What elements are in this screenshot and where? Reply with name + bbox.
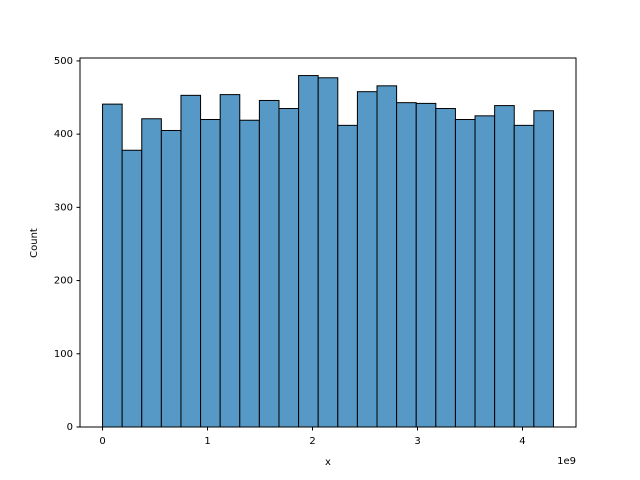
bar [102,103,123,428]
y-tick-label: 500 [54,56,73,67]
y-tick-label: 400 [54,129,73,140]
bar [121,149,143,428]
x-offset-text: 1e9 [557,456,576,467]
x-tick-label: 1 [204,436,210,447]
bar [200,119,221,428]
x-tick-label: 4 [519,436,525,447]
y-tick-label: 200 [54,276,73,287]
bar [415,102,437,428]
x-tick-label: 2 [309,436,315,447]
bar [298,75,319,428]
bar [454,119,476,428]
axes-frame [79,57,577,428]
bar [239,119,260,428]
bar [513,124,535,428]
bar [141,118,162,428]
y-axis-label: Count [29,228,40,258]
x-tick-label: 0 [99,436,105,447]
bar [356,91,378,428]
y-tick-label: 100 [54,349,73,360]
bar [317,77,339,428]
y-tick-label: 300 [54,202,73,213]
bar [435,108,456,428]
bar [258,99,280,428]
x-tick-label: 3 [414,436,420,447]
bar [494,105,515,428]
bar [376,85,398,428]
bar [219,94,241,428]
bar [278,108,300,428]
bar [396,102,417,428]
bar [533,110,554,428]
bar [337,124,358,428]
bar [474,115,496,428]
bar [180,94,202,428]
x-axis-label: x [325,457,331,468]
y-tick-label: 0 [67,422,73,433]
bar [160,129,182,428]
